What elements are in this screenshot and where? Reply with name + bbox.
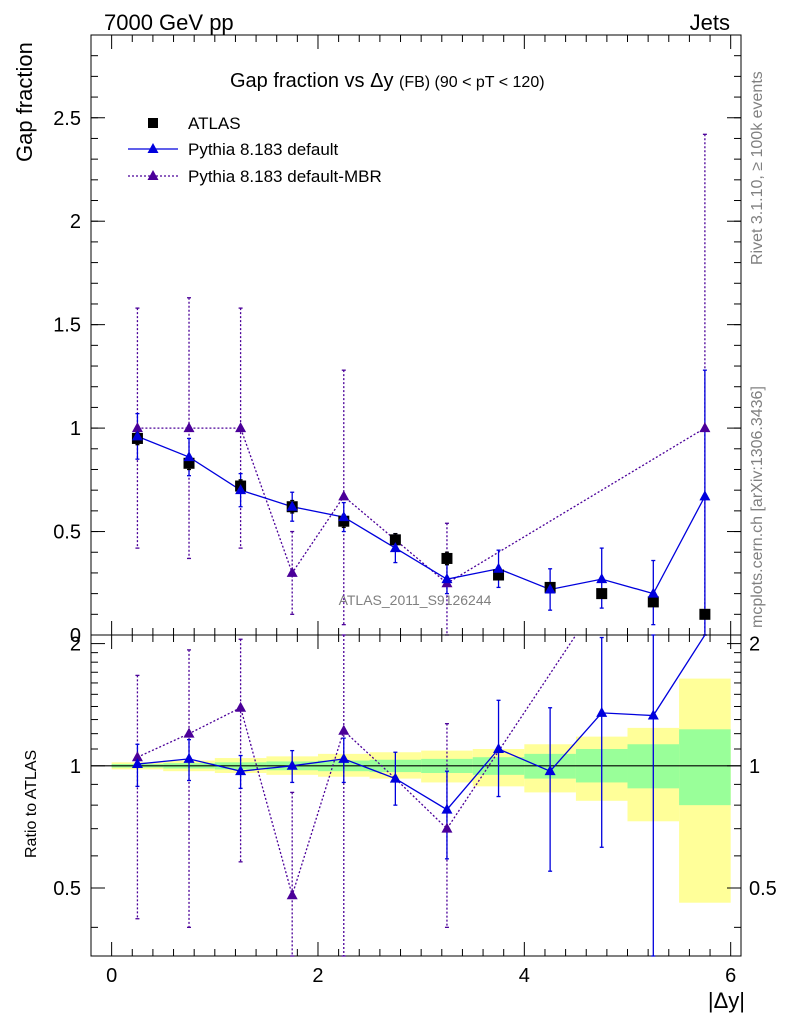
ratio-ytick-label-right: 1 — [749, 756, 760, 778]
ratio-default-point — [389, 772, 401, 783]
ratio-frame — [90, 634, 742, 957]
x-axis-title: |Δy| — [708, 988, 745, 1013]
ratio-mbr-point — [235, 701, 247, 712]
mbr-point — [183, 422, 195, 433]
chart-title-sub: (FB) (90 < pT < 120) — [399, 74, 545, 91]
default-series-line — [137, 435, 706, 595]
mbr-point — [131, 422, 143, 433]
ratio-mbr-point — [441, 822, 453, 833]
ratio-default-point — [286, 759, 298, 770]
mbr-point — [235, 422, 247, 433]
main-ylabel: Gap fraction — [12, 42, 37, 162]
ratio-default-point — [647, 709, 659, 720]
legend-atlas-marker — [148, 118, 158, 128]
ratio-mbr-point — [183, 727, 195, 738]
analysis-watermark: ATLAS_2011_S9126244 — [339, 592, 492, 608]
default-point — [647, 587, 659, 598]
ratio-default-point — [131, 758, 143, 769]
default-point — [596, 573, 608, 584]
atlas-point — [441, 552, 453, 564]
default-point — [699, 490, 711, 501]
chart-title-main: Gap fraction vs — [230, 70, 365, 92]
top-ytick-label: 2.5 — [53, 108, 81, 130]
legend-default-label: Pythia 8.183 default — [188, 140, 339, 159]
atlas-point — [338, 515, 350, 527]
x-tick-label: 6 — [725, 965, 736, 987]
legend: ATLAS Pythia 8.183 default Pythia 8.183 … — [128, 114, 382, 186]
mbr-series-line — [137, 427, 706, 585]
top-ytick-label: 2 — [70, 211, 81, 233]
x-tick-label: 2 — [312, 965, 323, 987]
atlas-point — [389, 534, 401, 546]
rivet-label: Rivet 3.1.10, ≥ 100k events — [749, 71, 766, 265]
legend-atlas-label: ATLAS — [188, 114, 241, 133]
atlas-point — [493, 569, 505, 581]
atlas-point — [699, 608, 711, 620]
ratio-default-point — [544, 765, 556, 776]
default-point — [235, 484, 247, 495]
ratio-ytick-label: 1 — [70, 756, 81, 778]
ratio-ylabel: Ratio to ATLAS — [23, 750, 40, 858]
atlas-point — [647, 596, 659, 608]
x-tick-label: 4 — [519, 965, 530, 987]
mbr-point — [699, 422, 711, 433]
default-point — [544, 583, 556, 594]
top-ytick-label: 1.5 — [53, 315, 81, 337]
default-point — [131, 430, 143, 441]
default-point — [338, 511, 350, 522]
top-plot: 0 0.5 1 1.5 2 2.5 — [53, 34, 742, 647]
chart-title-var: Δy — [370, 70, 393, 92]
top-ytick-label: 0 — [70, 625, 81, 647]
ratio-default-point — [441, 803, 453, 814]
ratio-ytick-label: 2 — [70, 634, 81, 656]
legend-default-marker — [147, 143, 159, 153]
ratio-ytick-label: 0.5 — [53, 878, 81, 900]
ratio-default-point — [183, 752, 195, 763]
ratio-mbr-point — [338, 724, 350, 735]
ratio-default-point — [235, 765, 247, 776]
ratio-plot: 0.5 0.5 1 1 2 2 0 2 4 6 — [53, 634, 777, 987]
uncertainty-band-inner — [679, 729, 731, 806]
ratio-ytick-label-right: 0.5 — [749, 878, 777, 900]
ratio-default-line — [137, 634, 706, 811]
default-point — [286, 500, 298, 511]
default-point — [441, 573, 453, 584]
mbr-point — [286, 566, 298, 577]
ratio-default-point — [338, 752, 350, 763]
ratio-default-point — [493, 743, 505, 754]
default-point — [183, 451, 195, 462]
ratio-ytick-label-right: 2 — [749, 634, 760, 656]
default-point — [493, 562, 505, 573]
ratio-default-point — [596, 706, 608, 717]
mcplots-label: mcplots.cern.ch [arXiv:1306.3436] — [749, 386, 766, 628]
atlas-point — [183, 457, 195, 469]
ratio-mbr-point — [286, 889, 298, 900]
category-label: Jets — [690, 10, 730, 35]
top-ytick-label: 1 — [70, 418, 81, 440]
energy-label: 7000 GeV pp — [104, 10, 234, 35]
atlas-point — [596, 588, 608, 600]
chart-title: Gap fraction vs Δy (FB) (90 < pT < 120) — [230, 70, 545, 92]
mbr-point — [338, 490, 350, 501]
x-tick-label: 0 — [106, 965, 117, 987]
legend-mbr-label: Pythia 8.183 default-MBR — [188, 167, 382, 186]
top-ytick-label: 0.5 — [53, 522, 81, 544]
legend-mbr-marker — [147, 170, 159, 180]
ratio-mbr-point — [131, 751, 143, 762]
default-point — [389, 542, 401, 553]
